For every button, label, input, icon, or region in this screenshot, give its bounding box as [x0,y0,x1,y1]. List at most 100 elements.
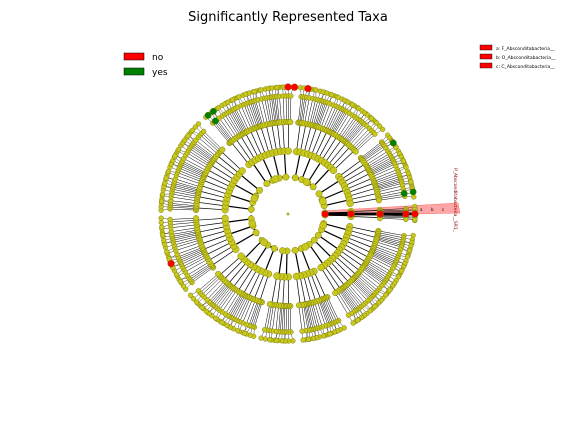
tree-edge [374,246,399,256]
tree-edge [172,231,198,237]
tree-node [195,121,202,127]
tree-edge [377,185,403,193]
tree-edge [357,273,378,291]
tree-edge [303,124,312,154]
tree-edge [362,144,384,161]
tree-edge [370,253,395,265]
tree-node [346,199,354,208]
tree-edge [376,236,403,244]
tree-node [229,97,236,103]
tree-node [263,180,271,188]
tree-node [299,328,305,334]
tree-edge [307,98,314,125]
tree-edge [173,185,199,192]
tree-edge [323,199,350,207]
tree-edge [180,251,205,263]
tree-edge [219,117,235,140]
tree-node [258,87,264,93]
tree-edge [251,161,268,184]
tree-node [262,327,268,333]
tree-edge [212,122,230,144]
tree-edge [174,239,200,248]
tree-edge [364,264,387,280]
tree-edge [369,159,393,172]
tree-edge [174,181,200,190]
tree-edge [233,232,257,247]
tree-edge [334,292,349,316]
tree-edge [342,168,369,184]
tree-edge [323,265,342,290]
tree-edge [239,297,251,322]
tree-edge [324,214,352,217]
tree-edge [213,159,238,178]
tree-edge [265,124,274,153]
tree-edge [280,305,283,332]
tree-edge [282,122,285,152]
tree-edge [182,254,206,268]
tree-edge [227,261,248,285]
tree-node [412,217,418,223]
tree-edge [354,132,374,151]
tree-edge [214,121,231,143]
tree-node [262,336,269,342]
tree-edge [278,250,284,277]
tree-edge [323,223,350,231]
tree-node [270,244,278,252]
tree-edge [332,110,346,134]
tree-node [374,120,380,126]
tree-node [345,312,352,318]
tree-edge [192,143,215,160]
tree-node [256,186,263,194]
tree-edge [349,226,379,233]
tree-edge [178,170,203,181]
tree-edge [232,183,256,197]
tree-edge [303,274,312,304]
tree-edge [368,157,392,171]
tree-edge [188,263,211,278]
tree-node [167,216,173,223]
tree-node [407,247,413,254]
tree-edge [354,277,374,296]
tree-node [252,229,260,237]
tree-node [376,197,383,204]
tree-edge [346,123,364,144]
tree-edge [190,146,213,162]
tree-edge [234,296,247,320]
tree-node [380,126,386,132]
tree-edge [196,217,226,221]
tree-edge [225,218,252,223]
tree-edge [170,205,197,208]
tree-edge [225,205,252,210]
tree-edge [226,112,241,136]
tree-edge [264,304,271,330]
tree-edge [205,241,232,256]
tree-edge [372,166,397,178]
tree-edge [356,275,377,293]
tree-edge [200,134,220,153]
tree-node [291,83,299,91]
tree-node [199,304,205,311]
tree-edge [294,152,301,178]
tree-node [350,320,356,326]
tree-edge [338,290,354,313]
tree-edge [376,239,402,248]
tree-edge [224,114,239,137]
tree-edge [235,108,248,132]
tree-edge [175,242,201,251]
tree-node [177,278,184,285]
tree-edge [327,142,347,166]
tree-edge [189,264,212,280]
tree-edge [301,155,312,180]
tree-edge [347,124,365,145]
tree-edge [333,111,348,135]
tree-edge [352,130,372,150]
tree-edge [343,287,360,309]
tree-edge [320,300,330,325]
legend-clades: a: F_Absconditabacteria__ b: O_Abscondit… [479,44,556,70]
tree-edge [179,250,204,261]
tree-edge [276,276,281,306]
tree-edge [362,268,384,285]
tree-node [403,216,409,223]
tree-node [321,210,329,218]
tree-edge [204,174,232,188]
